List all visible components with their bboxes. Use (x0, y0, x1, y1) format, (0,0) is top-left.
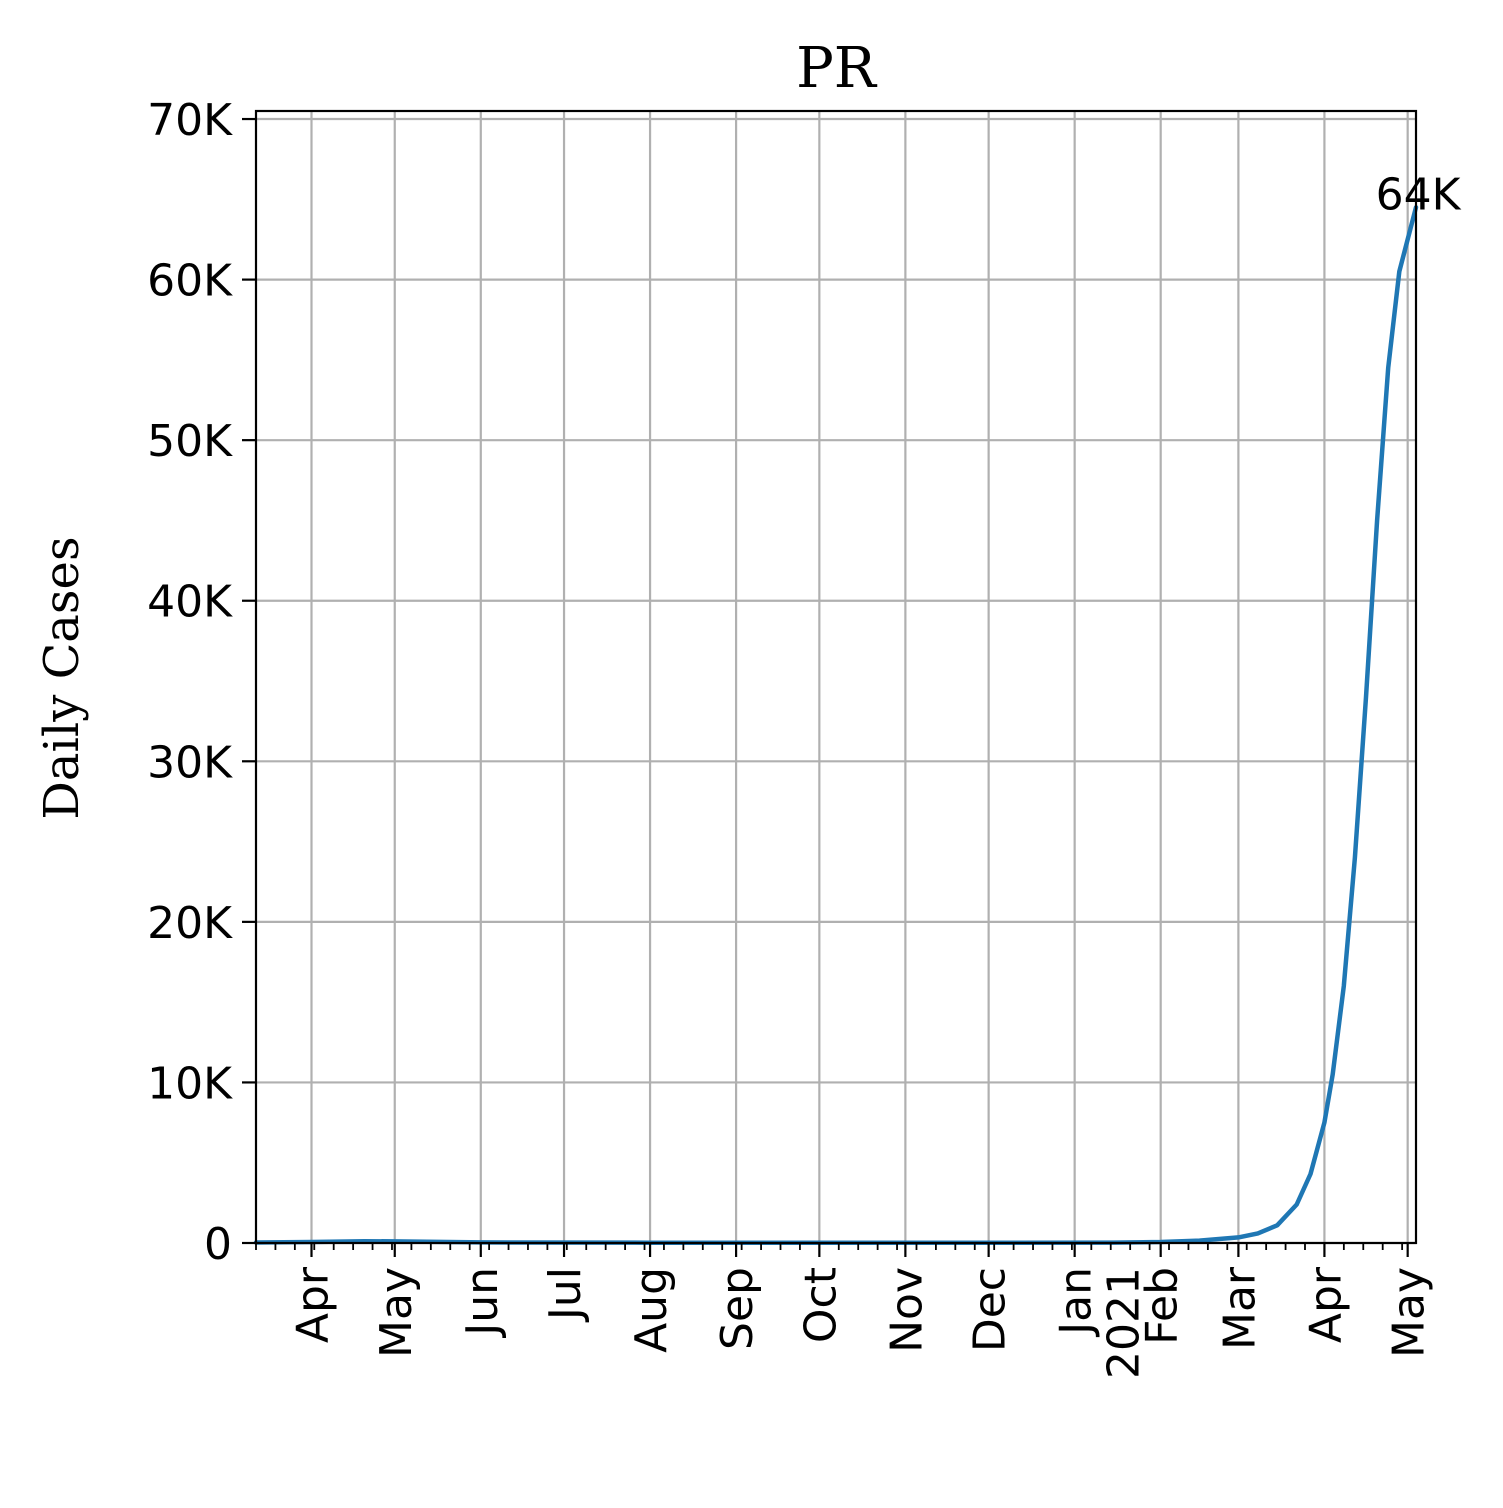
x-tick-label: Aug (626, 1267, 677, 1353)
chart-title: PR (796, 36, 878, 101)
x-tick-label: Apr (288, 1266, 339, 1343)
y-tick-label: 40K (147, 577, 233, 628)
y-axis: 0 10K 20K 30K 40K 50K 60K 70K (147, 95, 256, 1270)
x-tick-label-group: Oct (795, 1267, 846, 1343)
x-tick-label-group: Jul (540, 1267, 591, 1323)
plot-area (253, 109, 1419, 1246)
x-tick-label-group: Dec (965, 1267, 1016, 1352)
x-tick-label: Feb (1137, 1267, 1188, 1345)
x-tick-label-group: Apr (1300, 1266, 1351, 1343)
y-tick-label: 0 (204, 1219, 232, 1270)
x-tick-label-group: Apr (288, 1266, 339, 1343)
x-tick-label: Dec (965, 1267, 1016, 1352)
x-tick-label-group: Nov (881, 1267, 932, 1353)
y-tick-label: 60K (147, 256, 233, 307)
x-tick-label: Apr (1300, 1266, 1351, 1343)
x-tick-label: Sep (712, 1267, 763, 1350)
x-tick-label: Jul (540, 1267, 591, 1323)
series-line (253, 205, 1419, 1246)
grid (256, 111, 1416, 1245)
x-tick-label: Nov (881, 1267, 932, 1353)
y-tick-label: 20K (147, 898, 233, 949)
annotations: 64K (1376, 169, 1462, 220)
x-tick-label: May (371, 1267, 422, 1358)
y-tick-label: 10K (147, 1058, 233, 1109)
y-tick-label: 70K (147, 95, 233, 146)
x-tick-label-group: Aug (626, 1267, 677, 1353)
x-tick-label-group: May (1384, 1267, 1435, 1358)
x-tick-label-group: Feb (1137, 1267, 1188, 1345)
x-tick-label-group: Mar (1214, 1266, 1265, 1350)
x-tick-label: Oct (795, 1267, 846, 1343)
y-tick-label: 50K (147, 416, 233, 467)
x-tick-label-group: Sep (712, 1267, 763, 1350)
annotation-label: 64K (1376, 169, 1462, 220)
x-tick-label: Jun (457, 1267, 508, 1339)
plot-frame (254, 109, 1418, 1245)
x-tick-label: Jan (1051, 1267, 1102, 1338)
x-tick-label: Mar (1214, 1266, 1265, 1350)
y-axis-label: Daily Cases (34, 536, 90, 819)
x-tick-label-group: May (371, 1267, 422, 1358)
y-tick-label: 30K (147, 737, 233, 788)
x-tick-label: May (1384, 1267, 1435, 1358)
x-tick-label: 2021 (1099, 1267, 1150, 1379)
x-tick-label-group: Jun (457, 1267, 508, 1339)
